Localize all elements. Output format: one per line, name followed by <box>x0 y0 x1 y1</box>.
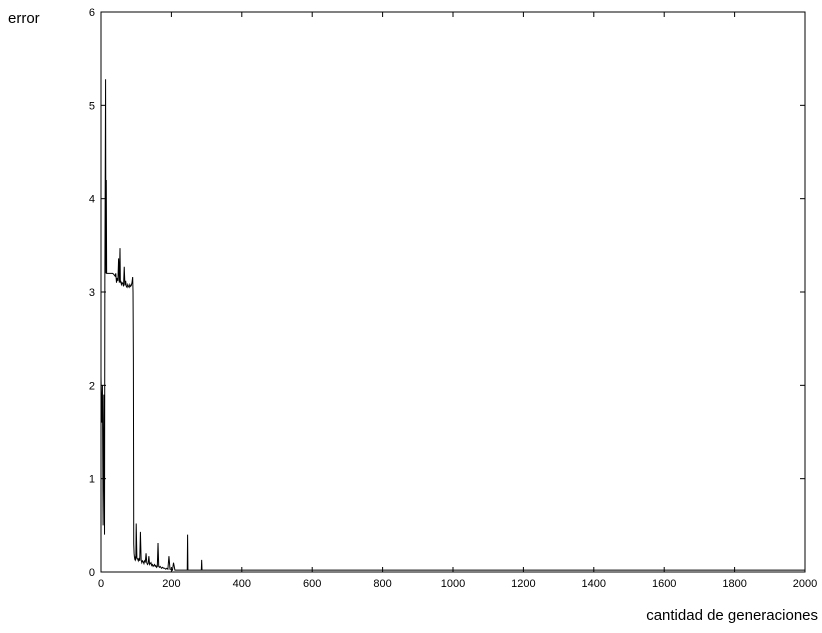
y-tick-label: 4 <box>89 194 95 206</box>
y-tick-label: 1 <box>89 474 95 486</box>
x-tick-label: 1400 <box>582 578 606 590</box>
plot-frame <box>100 11 806 573</box>
x-tick-label: 600 <box>303 578 321 590</box>
x-tick-label: 0 <box>98 578 104 590</box>
y-tick-label: 0 <box>89 567 95 579</box>
x-tick-label: 1800 <box>722 578 746 590</box>
x-tick-label: 2000 <box>793 578 817 590</box>
y-tick-label: 5 <box>89 100 95 112</box>
y-tick-label: 6 <box>89 7 95 19</box>
y-tick-label: 2 <box>89 380 95 392</box>
y-axis-title: error <box>8 10 40 27</box>
x-tick-label: 400 <box>233 578 251 590</box>
x-tick-label: 1200 <box>511 578 535 590</box>
x-tick-label: 1000 <box>441 578 465 590</box>
x-tick-label: 1600 <box>652 578 676 590</box>
y-tick-label: 3 <box>89 287 95 299</box>
x-axis-title: cantidad de generaciones <box>646 607 818 624</box>
x-axis-ticks: 0 200 400 600 800 1000 1200 1400 1600 1800 2000 <box>98 12 817 590</box>
x-tick-label: 800 <box>373 578 391 590</box>
x-tick-label: 200 <box>162 578 180 590</box>
error-series-line <box>100 79 805 572</box>
